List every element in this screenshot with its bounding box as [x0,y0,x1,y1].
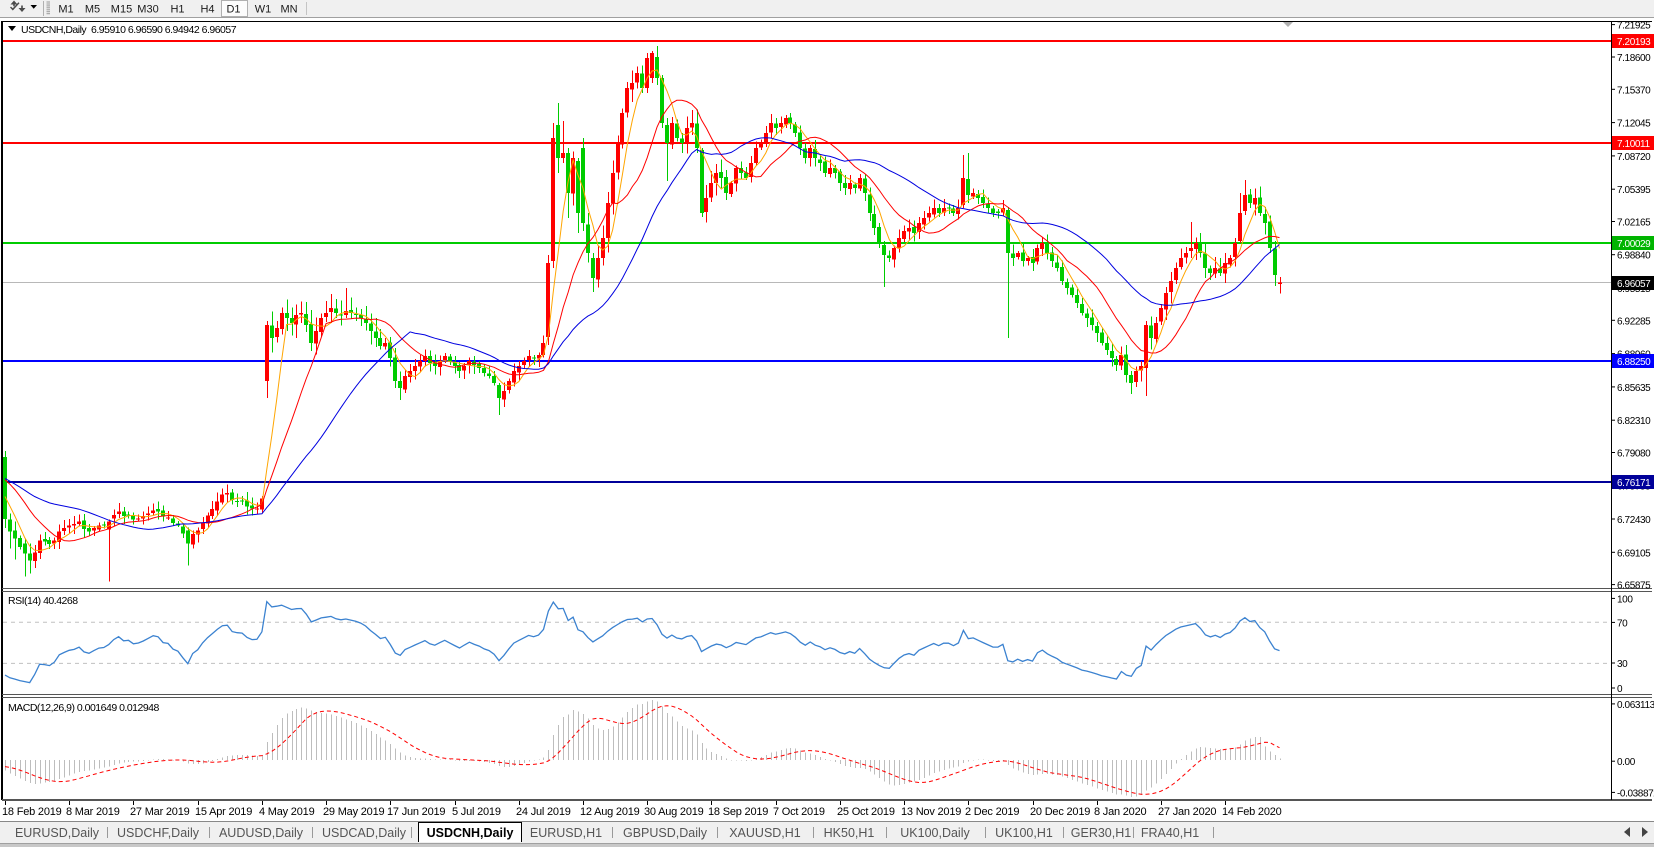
svg-text:8 Mar 2019: 8 Mar 2019 [66,806,120,818]
svg-text:H4: H4 [200,4,214,16]
svg-text:6.79080: 6.79080 [1617,449,1651,460]
svg-text:XAUUSD,H1: XAUUSD,H1 [729,826,801,840]
svg-text:EURUSD,Daily: EURUSD,Daily [15,826,100,840]
svg-text:FRA40,H1: FRA40,H1 [1141,826,1199,840]
svg-text:EURUSD,H1: EURUSD,H1 [530,826,602,840]
svg-text:6.92285: 6.92285 [1617,316,1651,327]
svg-text:6.88250: 6.88250 [1617,357,1651,368]
svg-text:25 Oct 2019: 25 Oct 2019 [837,806,895,818]
svg-text:27 Mar 2019: 27 Mar 2019 [130,806,190,818]
svg-text:6.65875: 6.65875 [1617,581,1651,592]
svg-text:7.05395: 7.05395 [1617,185,1651,196]
svg-text:M5: M5 [85,4,100,16]
svg-text:6.76171: 6.76171 [1617,478,1651,489]
svg-text:USDCAD,Daily: USDCAD,Daily [322,826,407,840]
svg-text:27 Jan 2020: 27 Jan 2020 [1158,806,1216,818]
svg-text:-0.038872: -0.038872 [1617,788,1654,799]
svg-text:0.063113: 0.063113 [1617,700,1654,711]
svg-text:W1: W1 [255,4,272,16]
svg-text:29 May 2019: 29 May 2019 [323,806,384,818]
svg-text:24 Jul 2019: 24 Jul 2019 [516,806,571,818]
svg-text:6.96057: 6.96057 [1617,279,1651,290]
svg-text:6.98840: 6.98840 [1617,251,1651,262]
svg-text:18 Feb 2019: 18 Feb 2019 [2,806,62,818]
svg-text:5 Jul 2019: 5 Jul 2019 [452,806,501,818]
svg-text:7.15370: 7.15370 [1617,85,1651,96]
svg-text:7.10011: 7.10011 [1617,139,1650,150]
svg-text:18 Sep 2019: 18 Sep 2019 [708,806,768,818]
svg-text:4 May 2019: 4 May 2019 [259,806,315,818]
svg-text:MN: MN [280,4,297,16]
svg-text:D1: D1 [226,4,240,16]
svg-text:12 Aug 2019: 12 Aug 2019 [580,806,640,818]
svg-text:GBPUSD,Daily: GBPUSD,Daily [623,826,708,840]
svg-text:AUDUSD,Daily: AUDUSD,Daily [219,826,304,840]
svg-text:USDCNH,Daily 6.95910 6.96590: USDCNH,Daily 6.95910 6.96590 6.94942 6.9… [21,24,237,36]
svg-text:2 Dec 2019: 2 Dec 2019 [965,806,1019,818]
svg-text:70: 70 [1617,618,1628,629]
svg-text:8 Jan 2020: 8 Jan 2020 [1094,806,1147,818]
svg-text:7.21925: 7.21925 [1617,21,1651,32]
svg-text:7 Oct 2019: 7 Oct 2019 [773,806,825,818]
svg-text:6.85635: 6.85635 [1617,383,1651,394]
svg-text:USDCHF,Daily: USDCHF,Daily [117,826,200,840]
svg-text:7.00029: 7.00029 [1617,239,1651,250]
svg-text:7.02165: 7.02165 [1617,218,1651,229]
svg-text:USDCNH,Daily: USDCNH,Daily [427,826,514,840]
svg-text:UK100,H1: UK100,H1 [995,826,1053,840]
svg-text:0: 0 [1617,684,1623,695]
svg-text:14 Feb 2020: 14 Feb 2020 [1222,806,1282,818]
svg-text:H1: H1 [170,4,184,16]
svg-text:30 Aug 2019: 30 Aug 2019 [644,806,704,818]
svg-text:20 Dec 2019: 20 Dec 2019 [1030,806,1090,818]
svg-text:6.69105: 6.69105 [1617,548,1651,559]
svg-text:100: 100 [1617,594,1633,605]
svg-text:UK100,Daily: UK100,Daily [900,826,970,840]
svg-text:6.82310: 6.82310 [1617,416,1651,427]
svg-text:6.72430: 6.72430 [1617,515,1651,526]
svg-text:7.20193: 7.20193 [1617,37,1651,48]
svg-text:7.18600: 7.18600 [1617,53,1651,64]
svg-text:30: 30 [1617,659,1628,670]
svg-text:GER30,H1: GER30,H1 [1071,826,1131,840]
svg-text:M1: M1 [58,4,73,16]
svg-text:M15: M15 [111,4,132,16]
svg-text:17 Jun 2019: 17 Jun 2019 [387,806,445,818]
svg-text:HK50,H1: HK50,H1 [824,826,875,840]
svg-text:M30: M30 [137,4,158,16]
svg-text:15 Apr 2019: 15 Apr 2019 [195,806,252,818]
svg-text:RSI(14) 40.4268: RSI(14) 40.4268 [8,595,78,607]
svg-text:0.00: 0.00 [1617,757,1636,768]
svg-text:MACD(12,26,9) 0.001649 0.01294: MACD(12,26,9) 0.001649 0.012948 [8,702,160,714]
svg-text:7.12045: 7.12045 [1617,119,1651,130]
svg-text:13 Nov 2019: 13 Nov 2019 [901,806,961,818]
svg-text:7.08720: 7.08720 [1617,152,1651,163]
